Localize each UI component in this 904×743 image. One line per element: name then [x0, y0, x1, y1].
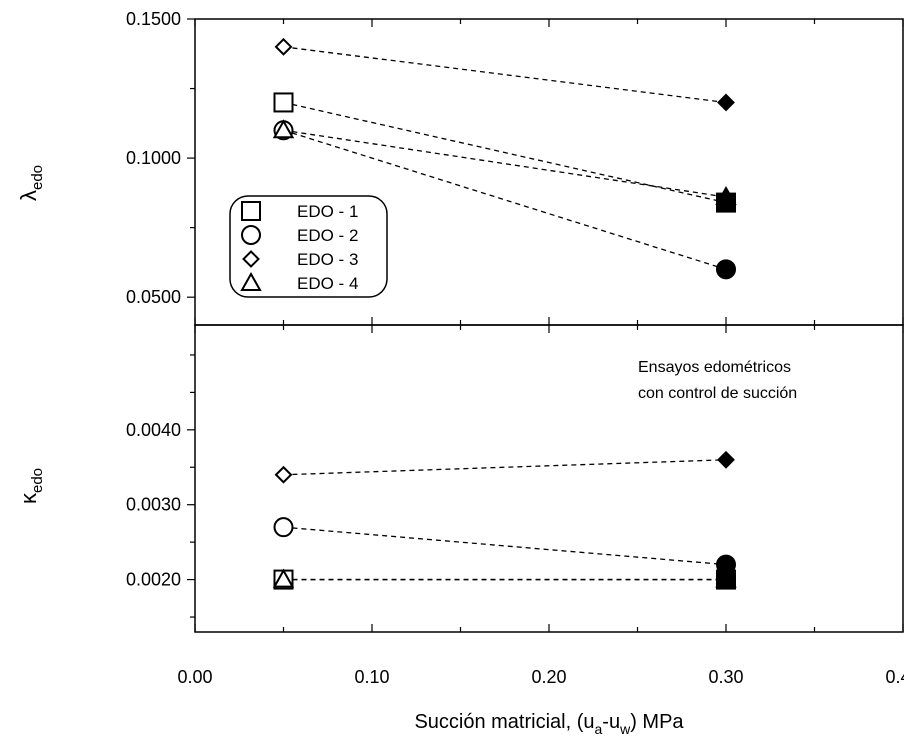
- point-top-0-0: [273, 92, 294, 113]
- x-tick-label-1: 0.10: [354, 667, 389, 687]
- series-line-top-2: [283, 46, 727, 104]
- point-bottom-1-0: [273, 517, 294, 538]
- x-tick-label-4: 0.40: [885, 667, 904, 687]
- legend-marker-3: [240, 271, 262, 291]
- x-tick-label-0: 0.00: [177, 667, 212, 687]
- y-tick-label-bottom-2: 0.0040: [126, 420, 181, 440]
- x-tick-label-2: 0.20: [531, 667, 566, 687]
- legend-box: [229, 195, 388, 298]
- x-axis-title: Succión matricial, (ua-uw) MPa: [414, 711, 684, 737]
- legend-label-1: EDO - 2: [297, 226, 358, 245]
- legend-marker-1: [241, 225, 261, 245]
- annotation-line-2: con control de succión: [638, 385, 797, 402]
- point-top-3-0: [272, 119, 295, 139]
- legend-marker-2: [242, 250, 260, 268]
- x-axis-title-sub-w: w: [619, 721, 631, 737]
- y-axis-title-top-symbol: λ: [16, 190, 41, 201]
- y-axis-title-bottom-sub: edo: [29, 468, 46, 493]
- annotation-line-1: Ensayos edométricos: [638, 359, 791, 376]
- point-top-1-1: [716, 259, 736, 280]
- legend: EDO - 1 EDO - 2 EDO - 3 EDO - 4: [229, 195, 388, 298]
- legend-label-3: EDO - 4: [297, 274, 358, 293]
- y-tick-label-bottom-0: 0.0020: [126, 570, 181, 590]
- panel-bottom: 0.0020 0.0030 0.0040: [126, 324, 904, 633]
- point-bottom-2-1: [717, 450, 735, 469]
- series-line-bottom-1: [283, 526, 727, 566]
- y-tick-label-top-0: 0.0500: [126, 287, 181, 307]
- y-axis-title-bottom: κedo: [16, 468, 46, 504]
- y-axis-title-top: λedo: [16, 165, 46, 201]
- y-axis-title-bottom-symbol: κ: [16, 492, 41, 504]
- x-axis: 0.00 0.10 0.20 0.30 0.40: [177, 667, 904, 687]
- x-axis-title-sub-a: a: [595, 721, 603, 737]
- panel-frame-bottom: [194, 324, 904, 633]
- point-top-2-0: [274, 37, 293, 56]
- y-tick-label-top-1: 0.1000: [126, 148, 181, 168]
- series-line-top-3: [283, 129, 727, 198]
- y-tick-label-bottom-1: 0.0030: [126, 495, 181, 515]
- x-tick-label-3: 0.30: [708, 667, 743, 687]
- y-axis-title-top-sub: edo: [29, 165, 46, 190]
- x-axis-title-unit: ) MPa: [630, 711, 684, 733]
- point-bottom-3-0: [272, 568, 295, 588]
- series-line-bottom-2: [283, 459, 727, 476]
- legend-marker-0: [241, 201, 261, 221]
- point-top-2-1: [717, 93, 735, 112]
- y-tick-label-top-2: 0.1500: [126, 9, 181, 29]
- legend-label-2: EDO - 3: [297, 250, 358, 269]
- point-bottom-3-1: [715, 568, 737, 588]
- point-top-3-1: [715, 185, 737, 206]
- x-axis-title-main: Succión matricial, (u: [414, 711, 594, 733]
- x-axis-title-dash: -u: [602, 711, 620, 733]
- legend-label-0: EDO - 1: [297, 202, 358, 221]
- point-bottom-2-0: [274, 465, 293, 484]
